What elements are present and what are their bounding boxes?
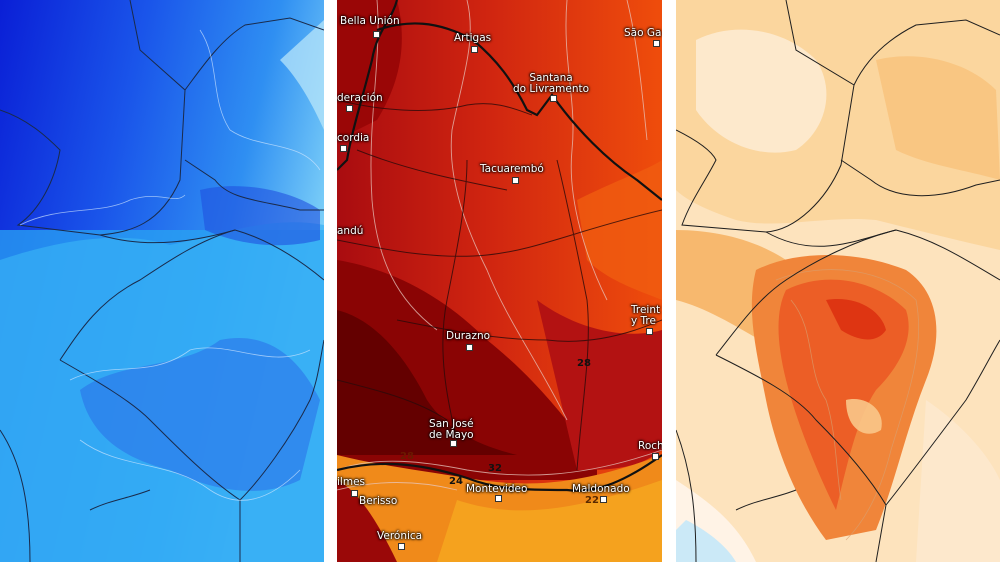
city-marker <box>346 105 353 112</box>
cold-anomaly-map-panel <box>0 0 324 562</box>
city-marker <box>495 495 502 502</box>
city-marker <box>600 496 607 503</box>
city-label-paysandu: andú <box>337 225 364 237</box>
city-label-san-jose-de-mayo: San José de Mayo <box>429 418 474 441</box>
city-marker <box>653 40 660 47</box>
temperature-map-panel: Bella Unión Artigas São Ga Santana do Li… <box>337 0 662 562</box>
city-label-tacuarembo: Tacuarembó <box>480 163 544 175</box>
city-marker <box>340 145 347 152</box>
city-label-artigas: Artigas <box>454 32 492 44</box>
city-marker <box>550 95 557 102</box>
city-marker <box>398 543 405 550</box>
isotherm-label: 28 <box>577 358 591 369</box>
city-label-veronica: Verónica <box>377 530 423 542</box>
city-label-treinta-y-tres: Treint y Tre <box>631 304 661 327</box>
city-label-bella-union: Bella Unión <box>340 15 400 27</box>
city-marker <box>646 328 653 335</box>
city-label-quilmes: ilmes <box>337 476 365 488</box>
city-marker <box>652 453 659 460</box>
city-marker <box>466 344 473 351</box>
isotherm-label: 32 <box>488 463 502 474</box>
city-marker <box>373 31 380 38</box>
warm-anomaly-map-panel <box>676 0 1000 562</box>
city-label-federacion: deración <box>337 92 383 104</box>
temperature-map <box>337 0 662 562</box>
isotherm-label: 24 <box>449 476 463 487</box>
city-marker <box>512 177 519 184</box>
city-label-rocha: Roch <box>638 440 662 452</box>
city-marker <box>351 490 358 497</box>
city-marker <box>471 46 478 53</box>
city-label-maldonado: Maldonado <box>572 483 630 495</box>
city-label-montevideo: Montevideo <box>466 483 528 495</box>
city-label-berisso: Berisso <box>359 495 398 507</box>
city-marker <box>450 440 457 447</box>
isotherm-label: 22 <box>585 495 599 506</box>
city-label-durazno: Durazno <box>446 330 491 342</box>
city-label-concordia: cordia <box>337 132 370 144</box>
city-label-santana-do-livramento: Santana do Livramento <box>513 72 590 95</box>
warm-anomaly-map <box>676 0 1000 562</box>
isotherm-label: 28 <box>400 451 414 462</box>
cold-anomaly-map <box>0 0 324 562</box>
city-label-sao-gabriel: São Ga <box>624 27 662 39</box>
